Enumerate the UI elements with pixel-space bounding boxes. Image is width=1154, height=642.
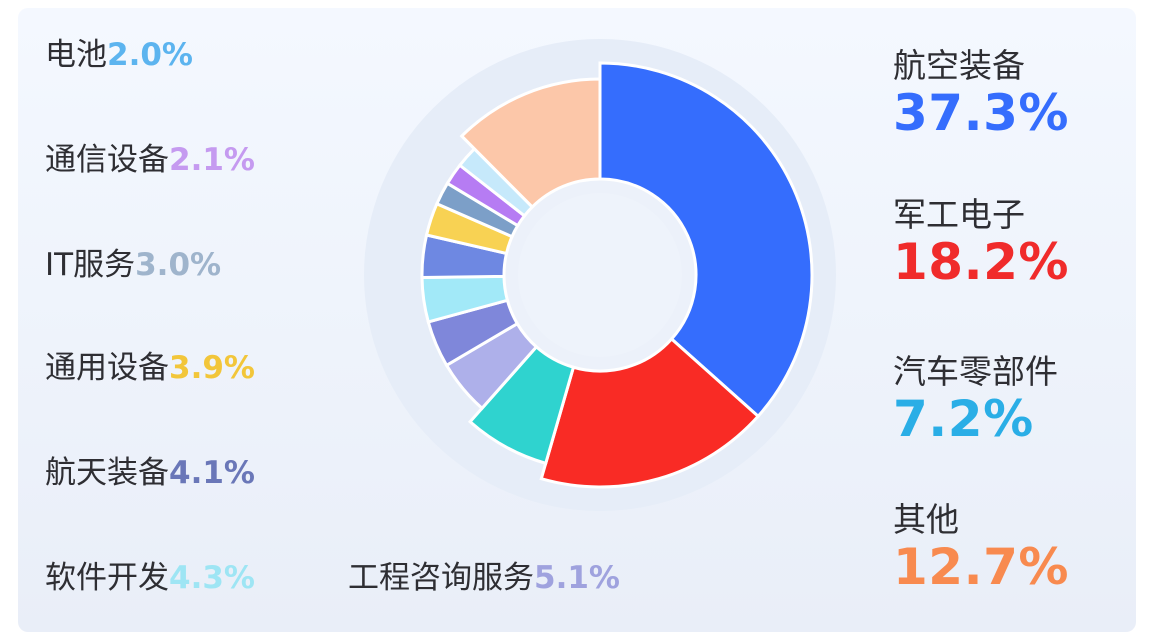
label-percent: 4.1%: [169, 455, 255, 491]
label-percent: 12.7%: [893, 538, 1069, 596]
donut-slice-0: [598, 61, 814, 419]
label-auto-parts: 汽车零部件 7.2%: [893, 352, 1058, 446]
label-percent: 4.3%: [169, 560, 255, 596]
donut-slice-11: [459, 77, 602, 210]
label-name: 软件开发: [45, 560, 169, 596]
label-aviation-equipment: 航空装备 37.3%: [893, 46, 1069, 140]
label-software-development: 软件开发4.3%: [45, 558, 255, 598]
label-name: 航天装备: [45, 455, 169, 491]
label-name: 其他: [893, 500, 959, 539]
label-name: 通用设备: [45, 350, 169, 386]
label-communication-equipment: 通信设备2.1%: [45, 140, 255, 180]
label-percent: 2.0%: [107, 37, 193, 73]
label-battery: 电池2.0%: [45, 35, 193, 75]
label-other: 其他 12.7%: [893, 500, 1069, 594]
donut-hole: [518, 193, 682, 357]
label-name: 电池: [45, 37, 107, 73]
label-name: 汽车零部件: [893, 352, 1058, 391]
label-percent: 7.2%: [893, 390, 1034, 448]
label-percent: 5.1%: [534, 560, 620, 596]
label-name: 通信设备: [45, 142, 169, 178]
label-name: 工程咨询服务: [348, 560, 534, 596]
label-percent: 2.1%: [169, 142, 255, 178]
donut-slice-2: [467, 344, 576, 466]
label-percent: 3.0%: [135, 247, 222, 283]
label-aerospace-equipment: 航天装备4.1%: [45, 453, 255, 493]
label-percent: 37.3%: [893, 84, 1069, 142]
donut-slice-1: [539, 336, 761, 489]
label-name: 军工电子: [893, 195, 1025, 234]
label-engineering-consulting: 工程咨询服务5.1%: [348, 558, 620, 598]
label-general-equipment: 通用设备3.9%: [45, 348, 255, 388]
label-name: 航空装备: [893, 46, 1025, 85]
label-percent: 3.9%: [169, 350, 255, 386]
label-name: IT服务: [45, 247, 136, 283]
label-it-services: IT服务3.0%: [45, 245, 221, 285]
label-percent: 18.2%: [893, 233, 1069, 291]
label-military-electronics: 军工电子 18.2%: [893, 195, 1069, 289]
